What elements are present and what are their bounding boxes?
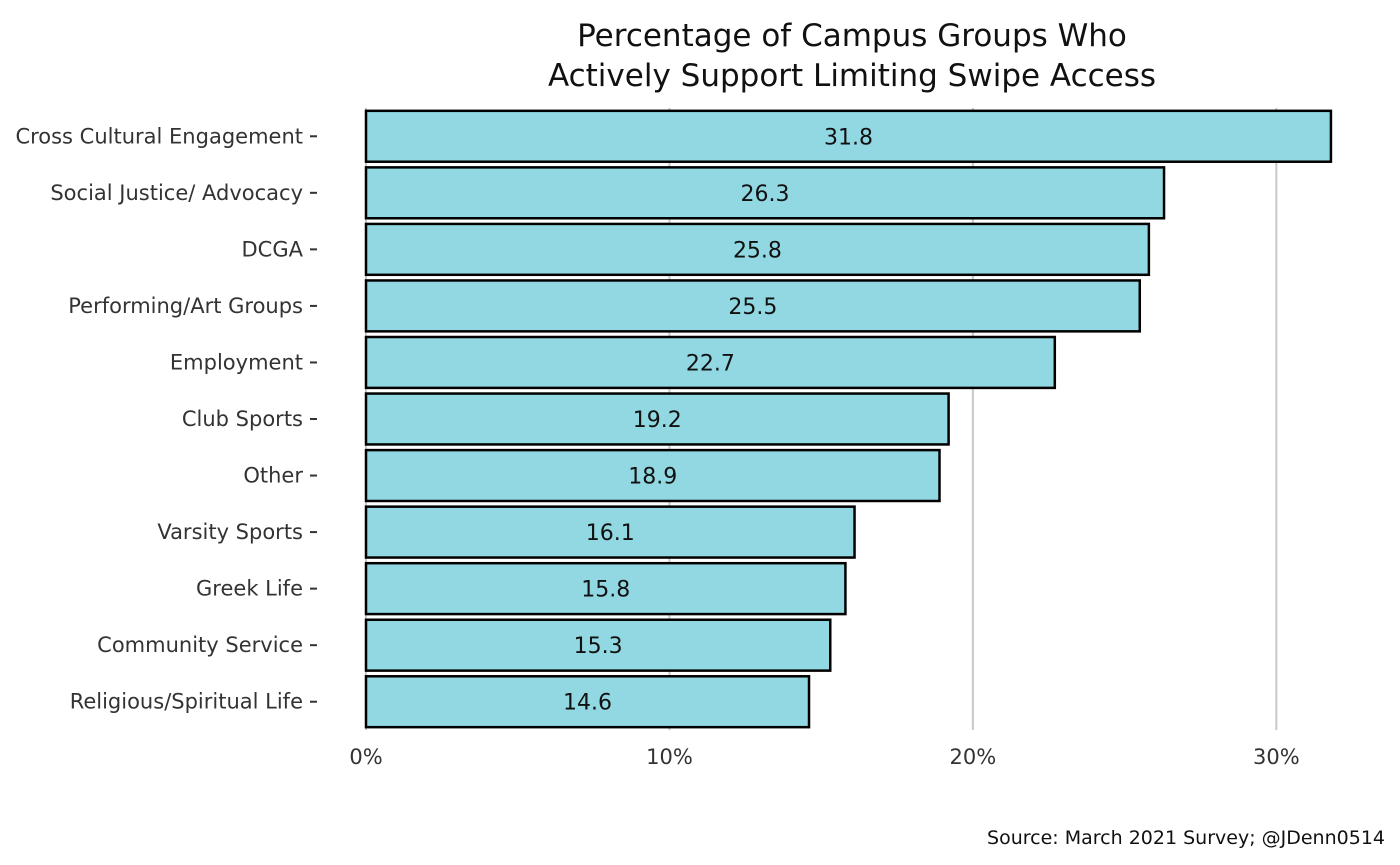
source-caption: Source: March 2021 Survey; @JDenn0514 — [987, 827, 1385, 849]
category-labels: Cross Cultural Engagement Social Justice/… — [15, 124, 317, 714]
x-tick-label: 0% — [349, 745, 382, 769]
category-label: Club Sports — [182, 407, 303, 431]
bar-value-label: 31.8 — [824, 125, 873, 150]
bar-value-label: 19.2 — [633, 408, 682, 433]
bar — [364, 109, 1333, 163]
bar — [364, 448, 941, 503]
chart-title-line-1: Percentage of Campus Groups Who — [577, 18, 1127, 54]
bar-value-label: 26.3 — [741, 182, 790, 207]
bar-value-label: 22.7 — [686, 351, 735, 376]
x-tick-label: 20% — [950, 745, 997, 769]
category-label: Performing/Art Groups — [68, 294, 303, 318]
category-label: Employment — [170, 350, 303, 374]
bar — [364, 618, 832, 672]
chart-title-line-2: Actively Support Limiting Swipe Access — [548, 58, 1156, 94]
bar — [364, 505, 856, 559]
bar — [364, 335, 1057, 390]
x-axis-ticks: 0% 10% 20% 30% — [349, 745, 1299, 769]
bar — [364, 166, 1166, 220]
bar-value-label: 15.3 — [574, 634, 623, 659]
x-tick-label: 30% — [1253, 745, 1300, 769]
bar — [364, 675, 811, 729]
category-label: Cross Cultural Engagement — [15, 124, 303, 148]
bar-value-label: 25.5 — [728, 295, 777, 320]
category-label: Social Justice/ Advocacy — [50, 181, 303, 205]
bar — [364, 561, 847, 616]
category-label: Other — [243, 464, 303, 488]
category-label: DCGA — [242, 237, 304, 261]
bar — [364, 279, 1142, 333]
x-tick-label: 10% — [646, 745, 693, 769]
bar-value-label: 15.8 — [581, 578, 630, 603]
bars: 31.8 26.3 25.8 25.5 22.7 19.2 18.9 16.1 15.8 15.3… — [364, 109, 1333, 729]
bar-value-label: 18.9 — [628, 465, 677, 490]
bar-value-label: 14.6 — [563, 691, 612, 716]
category-label: Community Service — [97, 633, 303, 657]
bar-value-label: 25.8 — [733, 238, 782, 263]
bar — [364, 222, 1151, 277]
bar — [364, 392, 950, 446]
category-label: Greek Life — [196, 577, 303, 601]
category-label: Religious/Spiritual Life — [70, 690, 303, 714]
bar-value-label: 16.1 — [586, 521, 635, 546]
category-label: Varsity Sports — [157, 520, 303, 544]
